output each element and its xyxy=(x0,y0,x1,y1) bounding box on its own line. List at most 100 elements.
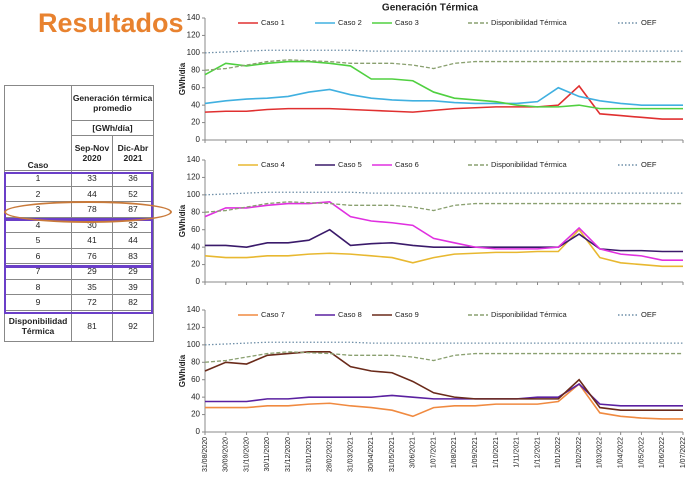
y-tick-label: 0 xyxy=(196,427,201,436)
x-tick-label: 31/10/2020 xyxy=(243,437,250,472)
legend-label: Caso 4 xyxy=(261,160,285,169)
series-line xyxy=(204,84,683,120)
x-tick-label: 1/10/2021 xyxy=(493,437,500,468)
legend-label: Caso 6 xyxy=(395,160,419,169)
table-row: 2 44 52 xyxy=(4,185,154,202)
series-line xyxy=(204,201,683,213)
x-tick-label: 1/09/2021 xyxy=(472,437,479,468)
y-tick-label: 60 xyxy=(191,375,200,384)
y-tick-label: 120 xyxy=(187,31,201,40)
series-line xyxy=(204,86,683,106)
y-tick-label: 40 xyxy=(191,242,200,251)
y-tick-label: 0 xyxy=(196,135,201,144)
table-row: 9 72 82 xyxy=(4,294,154,311)
slide-title: Resultados xyxy=(38,8,184,38)
y-tick-label: 100 xyxy=(187,190,201,199)
y-tick-label: 120 xyxy=(187,323,201,332)
series-line xyxy=(205,382,683,420)
y-tick-label: 20 xyxy=(191,410,200,419)
legend-label: Disponibilidad Térmica xyxy=(491,310,568,319)
x-tick-label: 28/02/2021 xyxy=(327,437,334,472)
header-row: Sep-Nov 2020 Dic-Abr 2021 xyxy=(5,135,154,171)
series-line xyxy=(204,201,683,262)
series-line xyxy=(204,191,683,196)
y-tick-label: 80 xyxy=(191,65,200,74)
highlight-ellipse xyxy=(4,201,172,223)
series-line xyxy=(204,49,683,54)
y-tick-label: 80 xyxy=(191,357,200,366)
chart-title: Generación Térmica xyxy=(382,3,479,14)
x-tick-label: 30/11/2020 xyxy=(264,437,271,472)
series-line xyxy=(204,60,683,110)
x-tick-label: 1/05/2022 xyxy=(638,437,645,468)
legend-label: Disponibilidad Térmica xyxy=(491,160,568,169)
table-cell: 81 xyxy=(71,309,113,342)
legend-label: Caso 3 xyxy=(395,18,419,27)
x-tick-label: 1/04/2022 xyxy=(617,437,624,468)
series-line xyxy=(204,59,683,71)
x-tick-label: 31/05/2021 xyxy=(389,437,396,472)
x-tick-label: 1/06/2022 xyxy=(659,437,666,468)
x-tick-label: 31/03/2021 xyxy=(347,437,354,472)
x-tick-label: 3/06/2021 xyxy=(410,437,417,468)
header-cell: Caso xyxy=(4,85,72,171)
y-tick-label: 140 xyxy=(187,155,201,164)
x-tick-label: 1/12/2021 xyxy=(534,437,541,468)
table-cell: 44 xyxy=(112,232,154,249)
y-tick-label: 100 xyxy=(187,48,201,57)
y-tick-label: 140 xyxy=(187,305,201,314)
y-tick-label: 60 xyxy=(191,83,200,92)
header-cell: Dic-Abr 2021 xyxy=(112,135,154,171)
group-box xyxy=(4,266,153,314)
x-tick-label: 30/09/2020 xyxy=(223,437,230,472)
table-cell: 92 xyxy=(112,309,154,342)
header-cell: Generación térmica promedio xyxy=(71,85,154,121)
legend-label: Caso 9 xyxy=(395,310,419,319)
table-row: Disponibilidad Térmica 81 92 xyxy=(4,309,154,342)
legend-label: OEF xyxy=(641,160,657,169)
series-line xyxy=(204,351,683,412)
series-line xyxy=(204,351,683,363)
y-tick-label: 0 xyxy=(196,277,201,286)
legend-label: Caso 5 xyxy=(338,160,362,169)
y-axis-label: GWh/día xyxy=(178,62,187,95)
legend-label: Disponibilidad Térmica xyxy=(491,18,568,27)
x-tick-label: 31/01/2021 xyxy=(306,437,313,472)
legend-label: OEF xyxy=(641,310,657,319)
results-table: Caso Generación térmica promedio [GWh/dí… xyxy=(4,85,154,342)
series-line xyxy=(204,341,683,346)
legend-label: Caso 7 xyxy=(261,310,285,319)
y-tick-label: 100 xyxy=(187,340,201,349)
y-tick-label: 60 xyxy=(191,225,200,234)
x-tick-label: 1/11/2021 xyxy=(514,437,521,468)
x-tick-label: 1/07/2021 xyxy=(430,437,437,468)
y-tick-label: 40 xyxy=(191,392,200,401)
y-tick-label: 80 xyxy=(191,207,200,216)
x-tick-label: 1/08/2021 xyxy=(451,437,458,468)
y-tick-label: 40 xyxy=(191,100,200,109)
x-tick-label: 1/02/2022 xyxy=(576,437,583,468)
legend-label: Caso 8 xyxy=(338,310,362,319)
table-body: Caso Generación térmica promedio [GWh/dí… xyxy=(4,85,154,342)
series-line xyxy=(205,383,683,407)
y-tick-label: 20 xyxy=(191,118,200,127)
x-tick-label: 31/12/2020 xyxy=(285,437,292,472)
y-tick-label: 20 xyxy=(191,260,200,269)
legend-label: Caso 2 xyxy=(338,18,362,27)
table-cell: Disponibilidad Térmica xyxy=(4,309,72,342)
table-row: 8 35 39 xyxy=(4,278,154,295)
x-tick-label: 30/04/2021 xyxy=(368,437,375,472)
y-axis-label: GWh/día xyxy=(178,204,187,237)
legend-label: Caso 1 xyxy=(261,18,285,27)
series-line xyxy=(204,228,683,268)
x-tick-label: 31/08/2020 xyxy=(202,437,209,472)
x-tick-label: 1/07/2022 xyxy=(680,437,685,468)
y-tick-label: 140 xyxy=(187,13,201,22)
x-tick-label: 1/03/2022 xyxy=(597,437,604,468)
header-row: Caso Generación térmica promedio xyxy=(4,85,154,171)
y-axis-label: GWh/día xyxy=(178,354,187,387)
y-tick-label: 120 xyxy=(187,173,201,182)
x-tick-label: 1/01/2022 xyxy=(555,437,562,468)
